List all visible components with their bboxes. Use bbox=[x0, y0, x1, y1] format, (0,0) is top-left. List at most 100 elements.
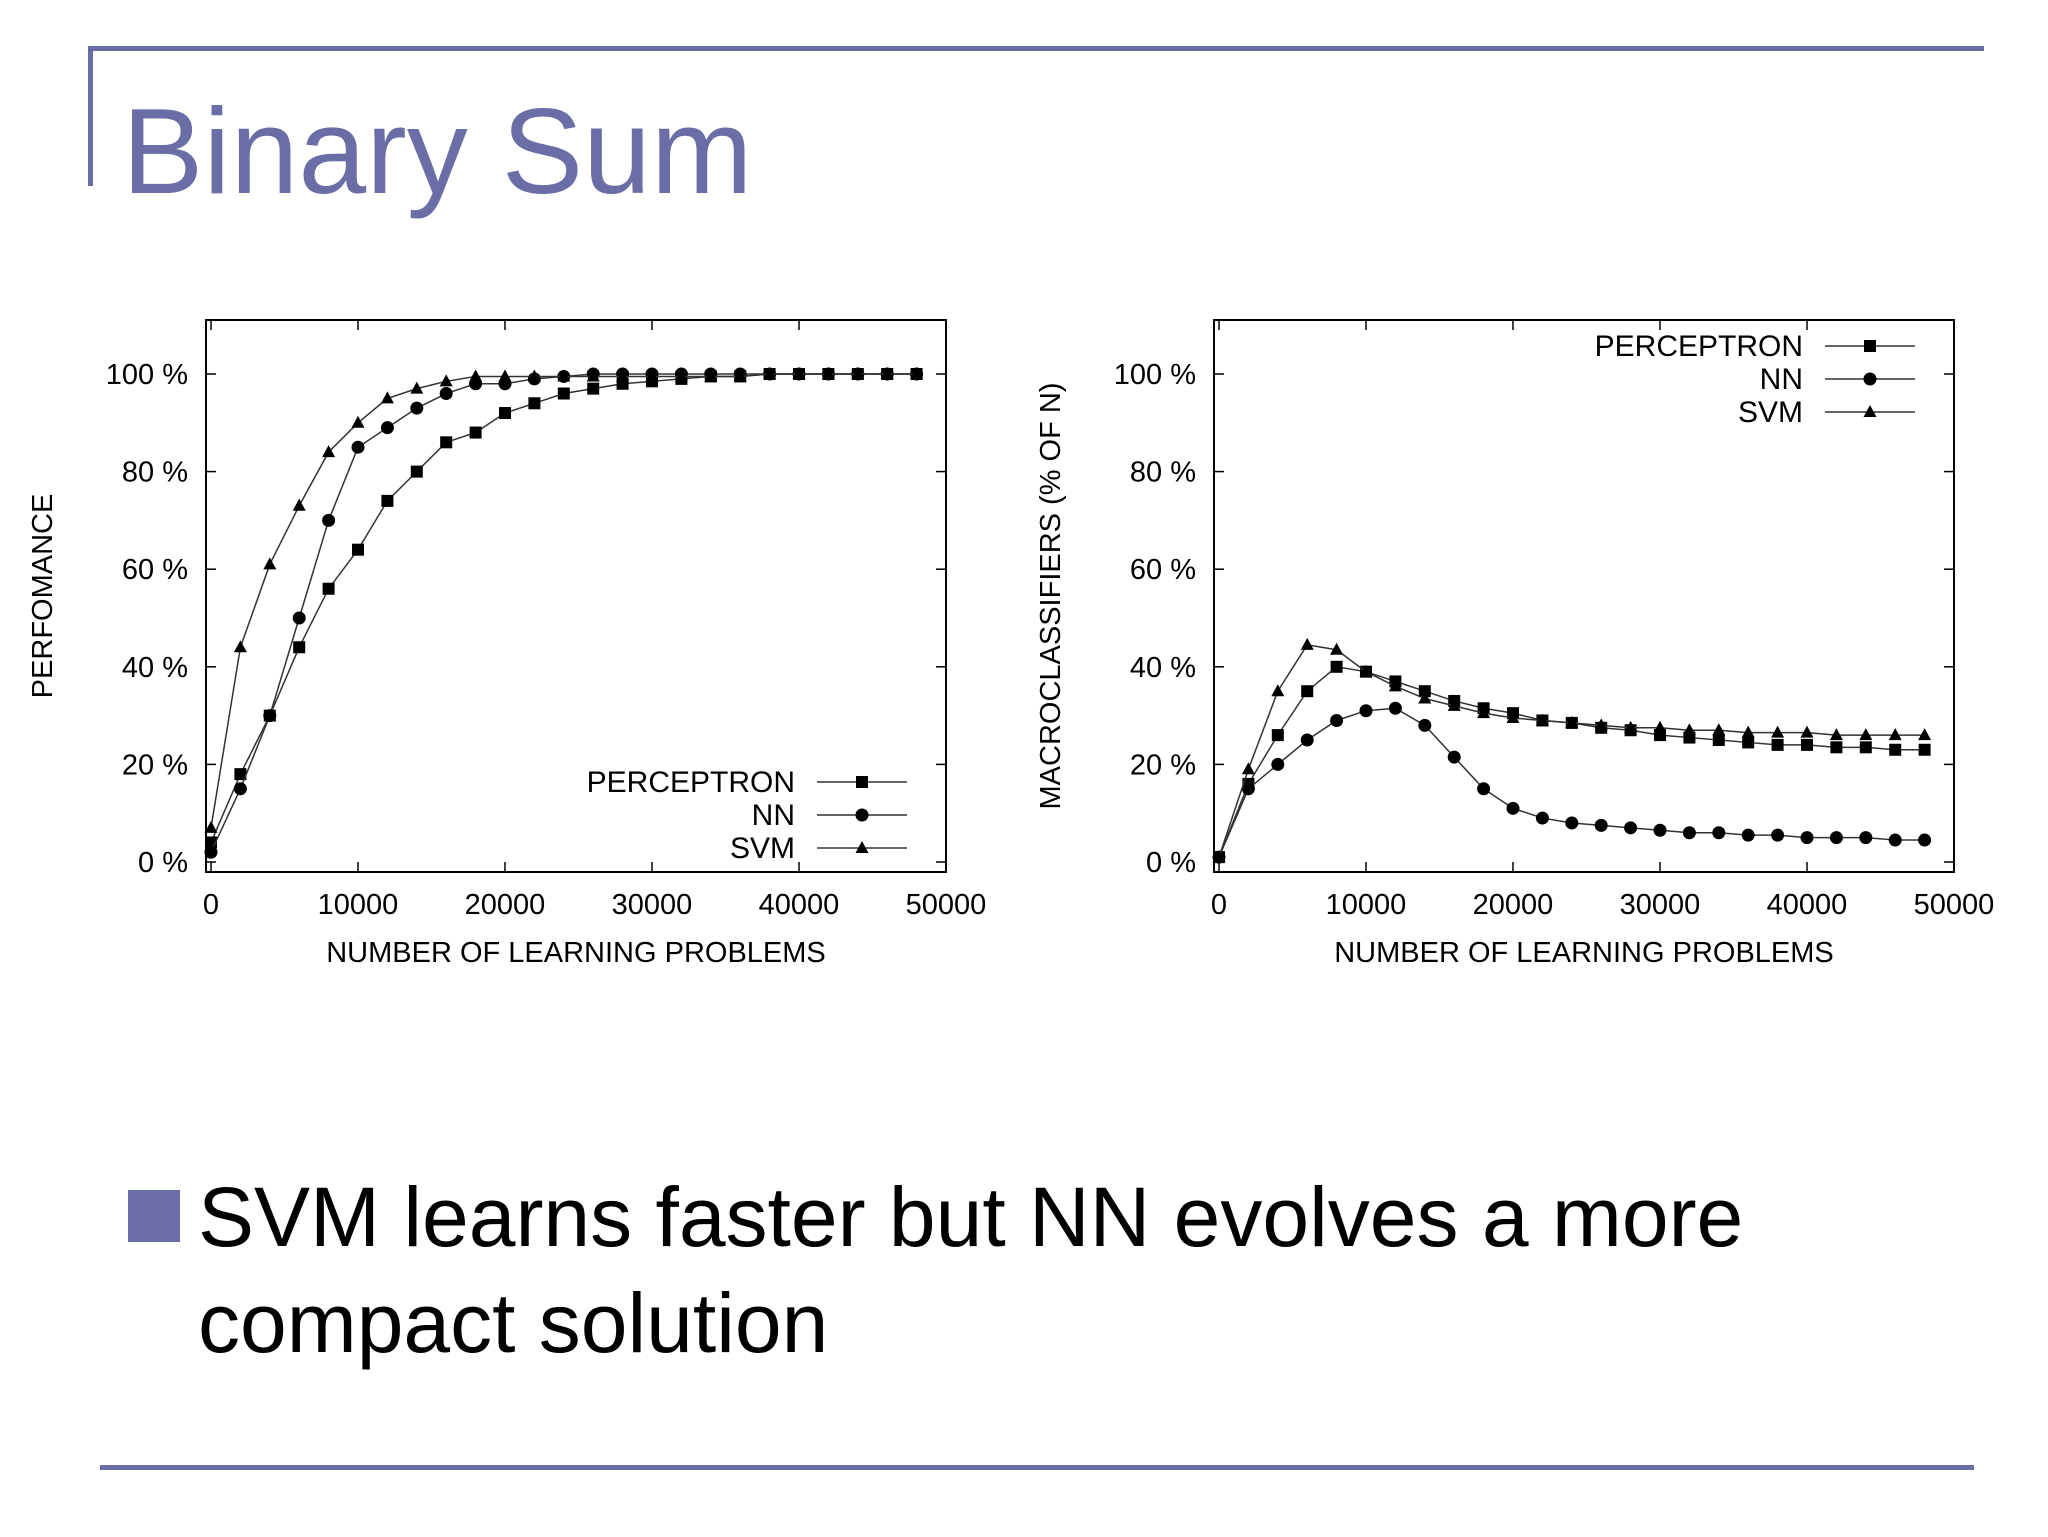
chart1-point-perceptron bbox=[322, 582, 335, 595]
chart2-legend-marker-nn bbox=[1863, 372, 1877, 386]
chart2-point-nn bbox=[1918, 833, 1932, 847]
chart2-point-svm bbox=[1418, 691, 1432, 704]
chart1-point-svm bbox=[292, 498, 306, 511]
chart1-point-svm bbox=[322, 445, 336, 458]
chart1-point-svm bbox=[263, 557, 277, 570]
chart2-point-svm bbox=[1918, 728, 1932, 741]
chart2-point-svm bbox=[1624, 720, 1638, 733]
chart2-point-svm bbox=[1477, 706, 1491, 719]
chart2-x-tick-label: 40000 bbox=[1767, 889, 1848, 921]
top-rule bbox=[88, 46, 1984, 51]
chart1-series-line-svm bbox=[210, 373, 917, 828]
chart1-point-svm bbox=[204, 820, 218, 833]
chart2-point-nn bbox=[1330, 713, 1344, 727]
chart2-point-nn bbox=[1829, 831, 1843, 845]
chart1-point-nn bbox=[263, 709, 277, 723]
chart2-point-svm bbox=[1682, 723, 1696, 736]
chart2-point-nn bbox=[1682, 826, 1696, 840]
chart2-legend-label-nn: NN bbox=[1760, 363, 1803, 396]
chart1-point-perceptron bbox=[499, 407, 511, 420]
chart2-point-svm bbox=[1712, 723, 1726, 736]
chart2-point-svm bbox=[1506, 711, 1520, 724]
chart2-y-tick-label: 80 % bbox=[1130, 457, 1196, 489]
chart2-point-nn bbox=[1418, 718, 1432, 732]
chart2-point-perceptron bbox=[1330, 660, 1343, 673]
chart2-point-nn bbox=[1594, 818, 1608, 832]
chart1-y-tick-label: 60 % bbox=[122, 554, 188, 586]
chart2-point-svm bbox=[1859, 728, 1873, 741]
chart1-point-svm bbox=[910, 367, 924, 379]
chart1-legend-marker-perceptron bbox=[856, 776, 868, 788]
chart2-x-axis-label: NUMBER OF LEARNING PROBLEMS bbox=[1334, 937, 1834, 969]
chart1-point-perceptron bbox=[234, 768, 247, 781]
chart2-point-svm bbox=[1330, 642, 1344, 655]
chart2-point-nn bbox=[1535, 811, 1549, 825]
chart2-y-tick-label: 0 % bbox=[1146, 847, 1196, 879]
chart1-point-svm bbox=[410, 381, 424, 394]
chart1-plot-frame bbox=[205, 319, 947, 873]
chart1-point-nn bbox=[380, 421, 394, 435]
chart1-point-svm bbox=[851, 367, 865, 379]
chart2-point-nn bbox=[1359, 704, 1373, 718]
chart2-x-tick-label: 50000 bbox=[1914, 889, 1995, 921]
chart1-point-nn bbox=[410, 401, 424, 415]
chart2-point-svm bbox=[1741, 725, 1755, 738]
chart2-point-nn bbox=[1624, 821, 1638, 835]
chart1-point-svm bbox=[557, 369, 571, 382]
chart1-x-tick-label: 40000 bbox=[759, 889, 840, 921]
chart1-y-axis-label: PERFOMANCE bbox=[27, 494, 59, 699]
chart2-point-perceptron bbox=[1742, 736, 1755, 749]
chart2-point-svm bbox=[1271, 684, 1285, 697]
chart2-point-nn bbox=[1271, 757, 1285, 771]
chart1-point-perceptron bbox=[528, 397, 541, 410]
chart1-point-svm bbox=[439, 374, 453, 387]
chart2-point-nn bbox=[1741, 828, 1755, 842]
bottom-rule bbox=[100, 1465, 1974, 1470]
chart1-legend-marker-nn bbox=[855, 808, 869, 822]
chart1-x-tick-label: 10000 bbox=[318, 889, 399, 921]
chart2-x-tick-label: 10000 bbox=[1326, 889, 1407, 921]
left-rule bbox=[88, 46, 93, 186]
chart2-point-perceptron bbox=[1271, 729, 1284, 742]
chart2-legend-label-svm: SVM bbox=[1738, 396, 1803, 429]
chart1-y-tick-label: 40 % bbox=[122, 652, 188, 684]
chart2-point-perceptron bbox=[1830, 741, 1843, 754]
chart2-x-tick-label: 20000 bbox=[1473, 889, 1554, 921]
chart1-point-perceptron bbox=[410, 465, 423, 478]
chart1-point-svm bbox=[821, 367, 835, 379]
chart1-point-svm bbox=[704, 369, 718, 382]
chart1-y-tick-label: 0 % bbox=[138, 847, 188, 879]
chart2-point-nn bbox=[1565, 816, 1579, 830]
bullet-text: SVM learns faster but NN evolves a more … bbox=[198, 1170, 1744, 1370]
chart1-legend-marker-svm bbox=[855, 841, 869, 853]
chart2-point-nn bbox=[1800, 831, 1814, 845]
slide-title: Binary Sum bbox=[122, 83, 753, 219]
chart2-y-tick-label: 40 % bbox=[1130, 652, 1196, 684]
chart1-point-perceptron bbox=[557, 387, 570, 400]
chart1-x-tick-label: 50000 bbox=[906, 889, 987, 921]
chart1-point-svm bbox=[880, 367, 894, 379]
chart2-point-svm bbox=[1359, 664, 1373, 677]
chart1-y-tick-label: 80 % bbox=[122, 457, 188, 489]
chart1-point-nn bbox=[233, 782, 247, 796]
chart2-point-perceptron bbox=[1301, 685, 1314, 698]
chart2-y-tick-label: 100 % bbox=[1114, 359, 1196, 391]
chart1-x-tick-label: 30000 bbox=[612, 889, 693, 921]
chart2-point-nn bbox=[1859, 831, 1873, 845]
chart2-point-perceptron bbox=[1801, 738, 1813, 751]
chart2-point-svm bbox=[1829, 728, 1843, 741]
chart2-point-svm bbox=[1388, 679, 1402, 692]
chart1-point-svm bbox=[498, 369, 512, 382]
chart2-legend-marker-perceptron bbox=[1864, 340, 1876, 352]
chart2-point-svm bbox=[1594, 718, 1608, 731]
chart1-point-svm bbox=[616, 369, 630, 382]
chart1-point-nn bbox=[439, 387, 453, 401]
chart1-legend-label-svm: SVM bbox=[730, 832, 795, 865]
chart2-point-svm bbox=[1565, 715, 1579, 728]
chart2-y-tick-label: 20 % bbox=[1130, 749, 1196, 781]
chart2-point-nn bbox=[1241, 782, 1255, 796]
chart1-legend-label-nn: NN bbox=[752, 799, 795, 832]
chart2-point-nn bbox=[1653, 823, 1667, 837]
chart2-point-perceptron bbox=[1418, 685, 1431, 698]
bullet-square-icon bbox=[128, 1190, 180, 1242]
